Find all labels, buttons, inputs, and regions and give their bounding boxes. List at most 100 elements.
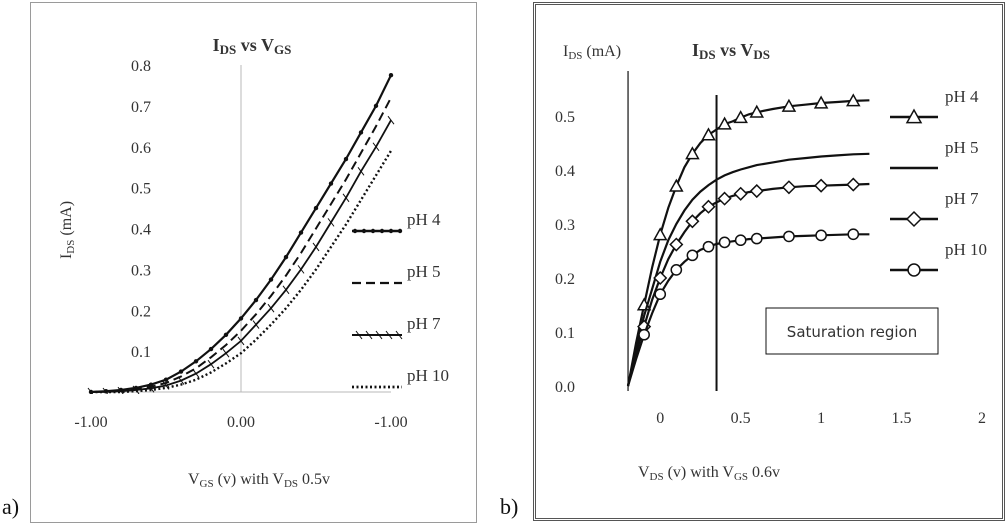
chart-a-point <box>313 205 319 211</box>
chart-b-point <box>733 110 748 124</box>
chart-a-legend-marker <box>352 228 358 234</box>
chart-b-point <box>717 116 732 130</box>
chart-a-point <box>222 348 230 358</box>
chart-a-ytick-label: 0.1 <box>131 344 151 361</box>
chart-b-point <box>749 183 764 199</box>
chart-a-xtick-label: -1.00 <box>74 414 107 431</box>
chart-a-series-3 <box>87 115 395 394</box>
chart-a-point <box>177 376 185 385</box>
chart-b-legend-label: pH 5 <box>945 138 979 157</box>
chart-b-legend-label: pH 4 <box>945 87 979 106</box>
chart-a-point <box>312 242 320 252</box>
chart-b-point <box>781 98 797 112</box>
chart-a-point <box>327 218 335 227</box>
chart-a-point <box>178 369 184 374</box>
chart-a-xtick-label: -1.00 <box>374 414 407 431</box>
chart-b-series-line <box>626 182 870 387</box>
chart-a-ytick-label: 0.8 <box>131 58 151 75</box>
chart-a-legend-marker <box>375 330 383 340</box>
chart-b-point <box>847 228 860 241</box>
chart-a-point <box>357 166 365 176</box>
chart-a-point <box>342 193 350 203</box>
chart-a-point <box>328 181 334 186</box>
chart-b-point <box>669 178 684 192</box>
chart-b-point <box>781 180 796 195</box>
chart-a-legend-marker <box>355 330 363 340</box>
chart-a-ylabel: IDS (mA) <box>58 201 77 259</box>
chart-a-point <box>253 297 259 303</box>
chart-a-ytick-label: 0.6 <box>131 140 151 157</box>
chart-a-legend-label: pH 5 <box>407 262 441 281</box>
chart-b-legend-label: pH 7 <box>945 189 979 208</box>
chart-a-title: IDS vs VGS <box>213 35 292 57</box>
chart-a-point <box>372 142 380 152</box>
chart-a-point <box>387 115 395 125</box>
chart-a-ytick-label: 0.4 <box>131 222 151 239</box>
chart-b-legend-item: pH 4 <box>890 87 979 124</box>
chart-b-ytick-label: 0.5 <box>555 109 575 126</box>
chart-a-point <box>267 303 275 313</box>
chart-a-series-line <box>90 97 392 393</box>
chart-a-series-2 <box>90 97 392 393</box>
chart-b-ytick-label: 0.1 <box>555 325 575 342</box>
chart-b-point <box>653 270 668 286</box>
chart-b-point <box>669 237 684 252</box>
chart-b-point <box>638 328 650 341</box>
chart-a-legend-marker <box>395 330 403 340</box>
chart-b-point <box>846 93 861 107</box>
chart-a-legend-marker <box>397 228 403 234</box>
chart-b-legend-label: pH 10 <box>945 240 987 259</box>
chart-a-point <box>237 336 245 346</box>
chart-b-point <box>685 146 700 160</box>
chart-a-ytick-label: 0.3 <box>131 262 151 279</box>
chart-b-point <box>749 104 765 118</box>
chart-b-legend-marker <box>905 108 923 124</box>
chart-a-legend-label: pH 7 <box>407 314 441 333</box>
chart-a-legend-label: pH 4 <box>407 210 441 229</box>
chart-b-annotation-text: Saturation region <box>787 323 917 341</box>
chart-a-point <box>252 320 260 329</box>
chart-b-xtick-label: 0 <box>656 410 664 427</box>
chart-a-point <box>298 230 304 235</box>
chart-b-series-2 <box>626 152 870 387</box>
chart-b-xlabel: VDS (v) with VGS 0.6v <box>638 464 780 483</box>
chart-b-series-3 <box>626 177 870 387</box>
chart-b-ytick-label: 0.0 <box>555 379 575 396</box>
chart-a-legend-item: pH 10 <box>352 366 449 389</box>
chart-a-point <box>283 254 289 260</box>
chart-b-point <box>652 227 668 241</box>
chart-a-point <box>297 265 305 274</box>
chart-panel-a: IDS vs VGS IDS (mA) 0.1 0.2 0.3 0.4 0.5 0.6 0.7 0… <box>30 2 477 523</box>
chart-a-point <box>238 316 244 321</box>
chart-b-point <box>701 199 716 214</box>
chart-b-point <box>814 178 829 193</box>
chart-a-point <box>388 73 394 78</box>
chart-b-legend-item: pH 5 <box>890 138 979 170</box>
chart-a-series-4 <box>91 150 393 394</box>
chart-b-point <box>813 95 829 109</box>
chart-a-point <box>207 359 215 369</box>
chart-b-legend-item: pH 10 <box>890 240 987 277</box>
chart-b-point <box>685 214 700 229</box>
chart-a-xlabel: VGS (v) with VDS 0.5v <box>188 471 330 490</box>
chart-b-point <box>701 127 716 141</box>
chart-a-legend-item: pH 7 <box>352 314 441 340</box>
chart-b-point <box>702 240 715 253</box>
chart-a-point <box>147 384 155 393</box>
chart-b-point <box>670 264 683 276</box>
chart-b-legend-item: pH 7 <box>890 189 979 228</box>
panel-label-b: b) <box>500 494 519 519</box>
chart-a-point <box>268 277 274 282</box>
panel-label-a: a) <box>2 494 20 519</box>
chart-a-ytick-label: 0.7 <box>131 99 151 116</box>
chart-b-legend-marker <box>907 263 921 277</box>
chart-a-point <box>117 386 124 394</box>
chart-b-point <box>686 249 699 262</box>
chart-b-point <box>718 236 731 249</box>
chart-a-point <box>343 156 349 162</box>
chart-b-point <box>654 288 667 301</box>
chart-a-point <box>208 346 214 352</box>
chart-a-xtick-label: 0.00 <box>227 414 255 431</box>
chart-b-ytick-label: 0.2 <box>555 271 575 288</box>
chart-a-legend-item: pH 4 <box>352 210 441 234</box>
